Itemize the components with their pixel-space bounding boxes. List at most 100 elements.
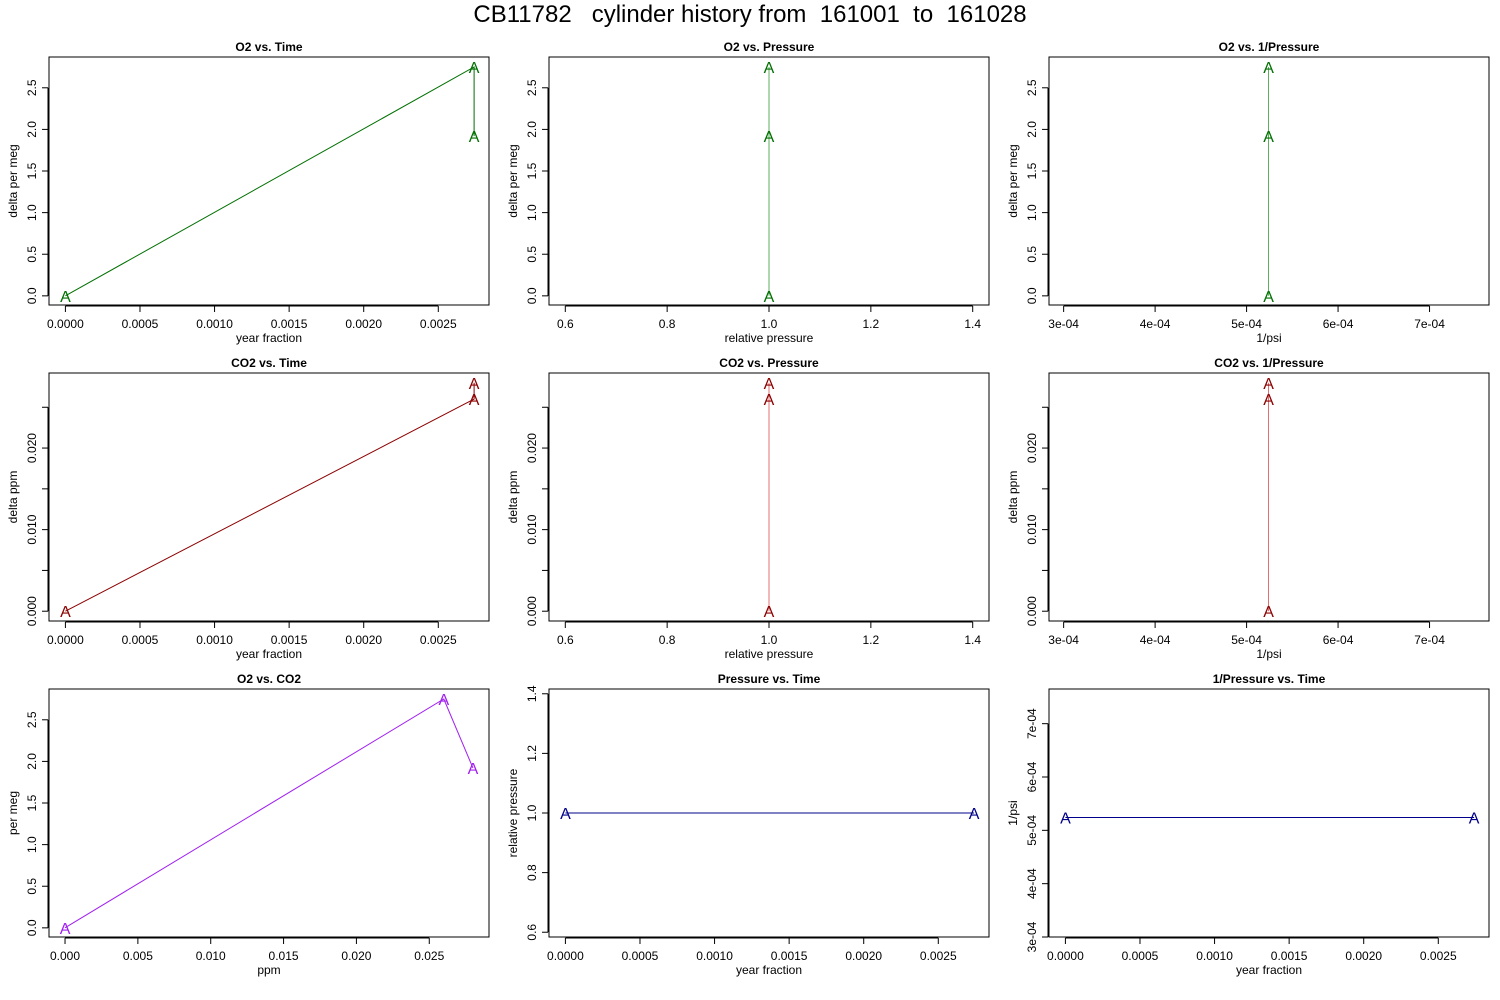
x-tick-label: 0.0020	[345, 317, 382, 331]
data-point: A	[1263, 60, 1274, 77]
series-line	[65, 66, 475, 297]
plot-frame	[548, 56, 990, 306]
y-tick-label: 3e-04	[1025, 921, 1039, 952]
x-tick-label: 6e-04	[1323, 317, 1354, 331]
x-tick-label: 0.0005	[122, 317, 159, 331]
y-tick-label: 2.0	[525, 121, 539, 138]
data-point: A	[764, 392, 775, 409]
y-axis-label: per meg	[6, 791, 20, 835]
x-tick-label: 6e-04	[1323, 633, 1354, 647]
y-tick-label: 0.5	[1025, 246, 1039, 263]
y-tick-label: 1.5	[25, 794, 39, 811]
y-axis-label: delta per meg	[506, 144, 520, 217]
y-tick-label: 1.0	[525, 804, 539, 821]
y-tick-label: 0.5	[25, 246, 39, 263]
x-axis-label: year fraction	[1236, 963, 1302, 977]
y-tick-label: 2.5	[25, 711, 39, 728]
x-tick-label: 0.0000	[547, 949, 584, 963]
x-tick-label: 0.0005	[122, 633, 159, 647]
data-point: A	[764, 289, 775, 306]
y-tick-label: 1.0	[525, 204, 539, 221]
y-tick-label: 0.000	[1025, 596, 1039, 626]
y-axis-label: delta ppm	[1006, 471, 1020, 524]
y-tick-label: 1.5	[525, 162, 539, 179]
y-tick-label: 0.010	[1025, 514, 1039, 544]
panel-title: CO2 vs. Pressure	[719, 356, 819, 370]
x-axis-label: year fraction	[236, 647, 302, 661]
y-tick-label: 0.0	[25, 287, 39, 304]
panel-title: O2 vs. Time	[235, 40, 302, 54]
data-point: A	[469, 376, 480, 393]
data-point: A	[438, 692, 449, 709]
x-tick-label: 1.4	[964, 633, 981, 647]
y-tick-label: 4e-04	[1025, 868, 1039, 899]
x-axis-label: relative pressure	[725, 331, 814, 345]
y-axis-label: delta per meg	[1006, 144, 1020, 217]
figure-title: CB11782 cylinder history from 161001 to …	[473, 1, 1027, 28]
panel-title: O2 vs. Pressure	[724, 40, 815, 54]
x-tick-label: 0.0015	[771, 949, 808, 963]
x-tick-label: 7e-04	[1414, 633, 1445, 647]
x-axis-label: relative pressure	[725, 647, 814, 661]
plot-frame	[48, 56, 490, 306]
panel-1: O2 vs. Time 0.0000 0.0005 0.0010 0.0015 0.002…	[6, 40, 490, 345]
y-tick-label: 1.2	[525, 745, 539, 762]
x-tick-label: 1.0	[761, 633, 778, 647]
panel-6: CO2 vs. 1/Pressure 3e-04 4e-04 5e-04 6e-04 7e…	[1006, 356, 1490, 661]
x-tick-label: 0.0020	[345, 633, 382, 647]
x-tick-label: 0.0020	[1345, 949, 1382, 963]
y-tick-label: 1.0	[25, 204, 39, 221]
data-point: A	[469, 392, 480, 409]
plot-frame	[1048, 56, 1490, 306]
x-tick-label: 0.6	[557, 317, 574, 331]
x-tick-label: 0.0020	[845, 949, 882, 963]
data-point: A	[969, 806, 980, 823]
y-tick-label: 0.0	[525, 287, 539, 304]
panel-2: O2 vs. Pressure 0.6 0.8 1.0 1.2 1.4 relative p…	[506, 40, 990, 345]
panel-title: CO2 vs. 1/Pressure	[1214, 356, 1324, 370]
data-point: A	[764, 129, 775, 146]
y-tick-label: 6e-04	[1025, 761, 1039, 792]
x-tick-label: 1.4	[964, 317, 981, 331]
panel-9: 1/Pressure vs. Time 0.0000 0.0005 0.0010 0.0…	[1006, 672, 1490, 977]
panel-8: Pressure vs. Time 0.0000 0.0005 0.0010 0.001…	[506, 672, 990, 977]
panel-4: CO2 vs. Time 0.0000 0.0005 0.0010 0.0015 0.00…	[6, 356, 490, 661]
panel-title: O2 vs. CO2	[237, 672, 301, 686]
y-tick-label: 7e-04	[1025, 708, 1039, 739]
x-axis-label: 1/psi	[1256, 331, 1281, 345]
x-tick-label: 0.0005	[622, 949, 659, 963]
x-tick-label: 0.0000	[47, 633, 84, 647]
y-tick-label: 0.000	[25, 596, 39, 626]
data-point: A	[469, 129, 480, 146]
y-tick-label: 2.0	[25, 753, 39, 770]
x-tick-label: 0.8	[659, 317, 676, 331]
x-tick-label: 1.2	[863, 317, 880, 331]
x-tick-label: 0.0025	[1420, 949, 1457, 963]
panel-3: O2 vs. 1/Pressure 3e-04 4e-04 5e-04 6e-04 7e-…	[1006, 40, 1490, 345]
y-tick-label: 2.0	[1025, 121, 1039, 138]
panel-title: Pressure vs. Time	[718, 672, 821, 686]
data-point: A	[1263, 376, 1274, 393]
y-tick-label: 0.010	[525, 514, 539, 544]
x-tick-label: 0.0015	[271, 633, 308, 647]
x-tick-label: 7e-04	[1414, 317, 1445, 331]
x-tick-label: 0.0025	[420, 633, 457, 647]
data-point: A	[1469, 811, 1480, 828]
data-point: A	[1060, 811, 1071, 828]
data-point: A	[764, 60, 775, 77]
x-axis-label: ppm	[257, 963, 280, 977]
x-tick-label: 5e-04	[1231, 317, 1262, 331]
y-axis-label: relative pressure	[506, 768, 520, 857]
x-tick-label: 0.0000	[1047, 949, 1084, 963]
x-tick-label: 0.005	[123, 949, 153, 963]
data-point: A	[469, 60, 480, 77]
y-tick-label: 1.0	[1025, 204, 1039, 221]
data-point: A	[60, 604, 71, 621]
y-tick-label: 2.5	[525, 79, 539, 96]
y-axis-label: delta ppm	[506, 471, 520, 524]
x-tick-label: 0.0010	[1196, 949, 1233, 963]
data-point: A	[764, 604, 775, 621]
data-point: A	[60, 921, 71, 938]
